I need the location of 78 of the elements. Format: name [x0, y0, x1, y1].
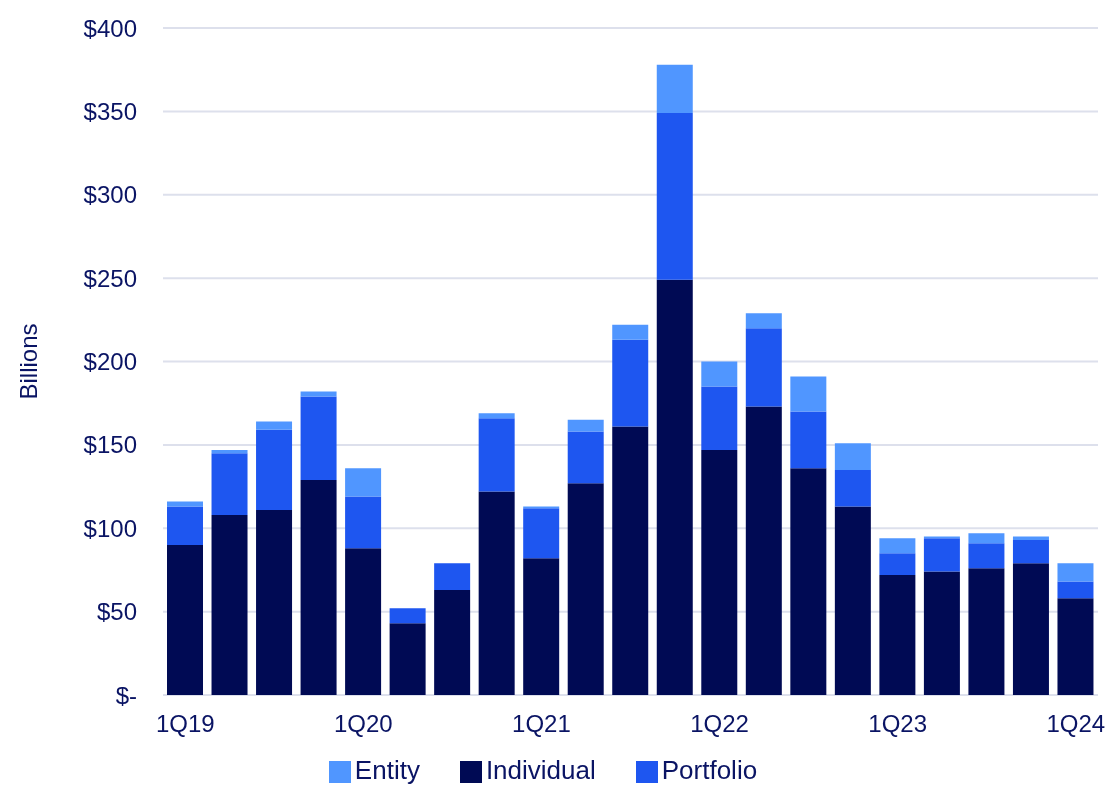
bar — [834, 469, 871, 507]
bar — [968, 533, 1005, 544]
bar — [790, 411, 827, 469]
bar — [612, 324, 649, 340]
bar — [256, 421, 293, 430]
y-tick-label: $150 — [83, 431, 137, 459]
bar — [656, 279, 693, 695]
bar — [701, 386, 738, 450]
bar — [701, 449, 738, 695]
y-tick-label: $50 — [96, 598, 137, 626]
bar — [478, 491, 515, 695]
bar — [434, 589, 471, 695]
bar — [389, 623, 426, 695]
bar — [745, 328, 782, 407]
bar — [1012, 563, 1049, 695]
bar — [745, 406, 782, 695]
bar — [790, 376, 827, 412]
bar — [612, 426, 649, 695]
bar — [345, 548, 382, 695]
bar — [167, 501, 203, 507]
bar — [211, 449, 248, 454]
y-axis-title: Billions — [14, 323, 42, 400]
bar — [656, 113, 693, 280]
bar — [879, 553, 916, 575]
bar — [1057, 581, 1094, 599]
bar — [612, 339, 649, 427]
bar — [256, 429, 293, 510]
x-tick-label: 1Q22 — [690, 710, 749, 738]
bar — [300, 396, 337, 480]
bar — [478, 413, 515, 419]
legend-label: Portfolio — [661, 755, 758, 785]
bar — [879, 538, 916, 554]
legend-label: Individual — [485, 755, 596, 785]
bar — [389, 608, 426, 624]
bar — [211, 514, 248, 695]
bar — [434, 563, 471, 590]
bar — [256, 509, 293, 695]
bar — [345, 468, 382, 497]
bar — [300, 391, 337, 397]
bar — [478, 418, 515, 492]
legend-label: Entity — [354, 755, 420, 785]
bar — [300, 479, 337, 695]
bar — [968, 568, 1005, 695]
x-tick-label: 1Q20 — [334, 710, 393, 738]
y-tick-label: $300 — [83, 181, 137, 209]
bar — [656, 64, 693, 114]
y-tick-label: $100 — [83, 514, 137, 542]
bar — [167, 544, 203, 695]
y-tick-label: $200 — [83, 348, 137, 376]
bar — [345, 496, 382, 549]
bar — [567, 419, 604, 432]
bar — [745, 313, 782, 329]
x-tick-label: 1Q19 — [155, 710, 215, 738]
bar — [567, 431, 604, 484]
bar — [834, 443, 871, 470]
bar — [701, 361, 738, 387]
bar — [968, 543, 1005, 569]
y-tick-label: $350 — [83, 97, 137, 125]
bar — [167, 506, 203, 545]
bar — [834, 506, 871, 695]
x-tick-label: 1Q21 — [512, 710, 571, 738]
y-tick-label: $- — [115, 681, 137, 709]
x-tick-label: 1Q24 — [1046, 710, 1106, 738]
bar — [1057, 563, 1094, 582]
bar — [790, 468, 827, 695]
bar — [211, 453, 248, 515]
bar — [923, 538, 960, 572]
bar — [1057, 598, 1094, 695]
bar — [1012, 536, 1049, 540]
y-tick-label: $250 — [83, 264, 137, 292]
bar — [567, 483, 604, 695]
x-tick-label: 1Q23 — [868, 710, 927, 738]
bar — [923, 571, 960, 695]
bar — [523, 508, 560, 559]
y-tick-label: $400 — [83, 14, 137, 42]
bar — [879, 574, 916, 695]
bar — [1012, 539, 1049, 564]
bar — [523, 558, 560, 695]
